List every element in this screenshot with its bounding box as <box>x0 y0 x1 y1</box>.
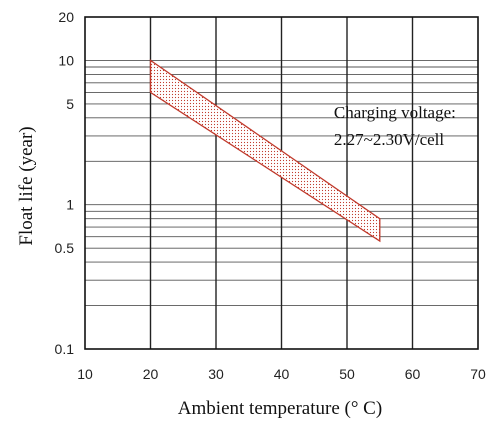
x-tick-label: 70 <box>470 366 486 382</box>
annotation-text: Charging voltage: <box>334 103 456 122</box>
y-tick-labels: 20 10 5 1 0.5 0.1 <box>55 9 75 357</box>
y-tick-label: 10 <box>58 52 74 68</box>
x-tick-label: 10 <box>77 366 93 382</box>
x-tick-label: 20 <box>143 366 159 382</box>
grid-lines <box>85 17 478 349</box>
x-axis-title: Ambient temperature (° C) <box>178 398 382 419</box>
annotation-text: 2.27~2.30V/cell <box>334 130 445 149</box>
y-tick-label: 1 <box>66 197 74 213</box>
annotations: Charging voltage: 2.27~2.30V/cell <box>334 103 456 149</box>
x-tick-label: 40 <box>274 366 290 382</box>
float-life-band-shape <box>149 59 381 243</box>
x-tick-label: 60 <box>405 366 421 382</box>
float-life-band <box>149 59 381 243</box>
x-tick-labels: 10 20 30 40 50 60 70 <box>77 366 486 382</box>
y-tick-label: 20 <box>58 9 74 25</box>
y-tick-label: 5 <box>66 96 74 112</box>
y-tick-label: 0.1 <box>55 341 75 357</box>
y-tick-label: 0.5 <box>55 240 75 256</box>
y-axis-title: Float life (year) <box>16 126 37 245</box>
x-tick-label: 50 <box>339 366 355 382</box>
plot-frame <box>84 16 479 350</box>
plot-border <box>84 16 479 350</box>
x-tick-label: 30 <box>208 366 224 382</box>
